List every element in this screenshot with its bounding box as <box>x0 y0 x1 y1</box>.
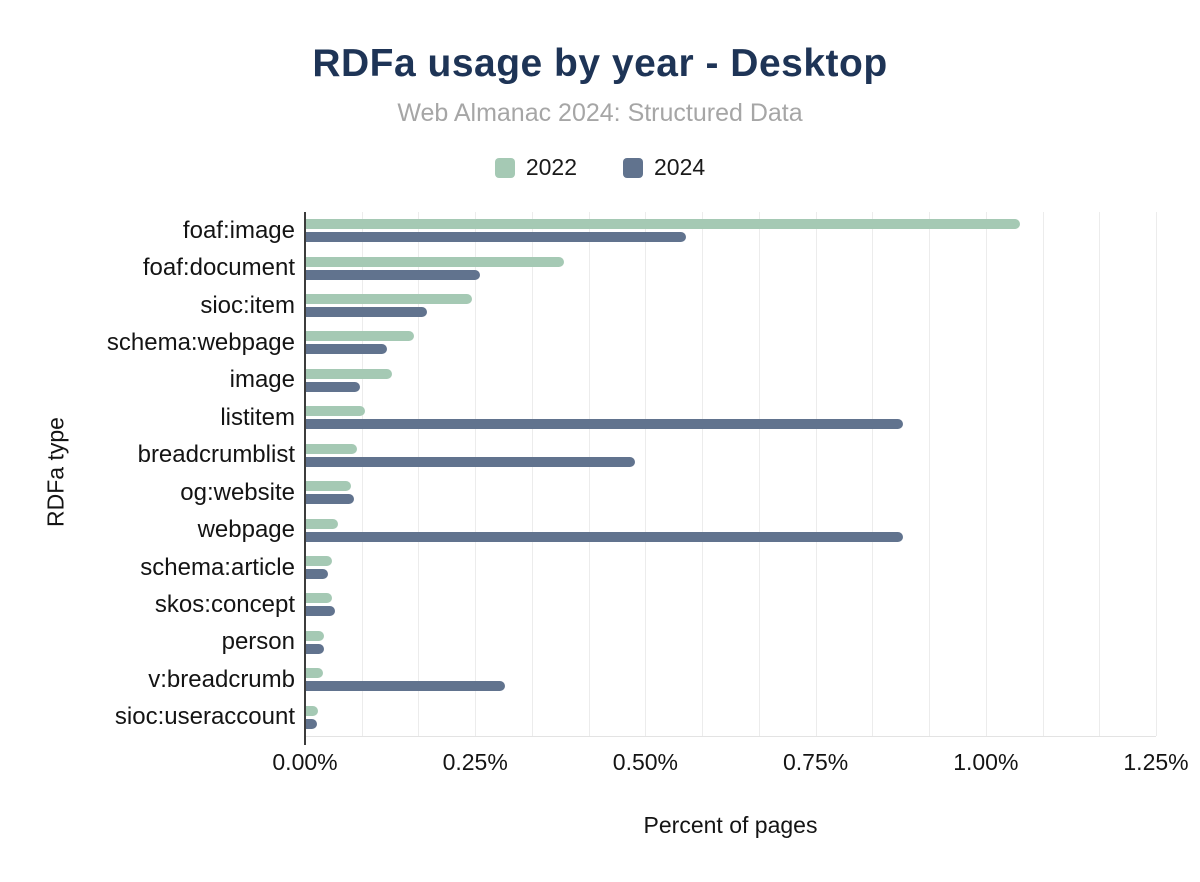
chart-title: RDFa usage by year - Desktop <box>312 42 888 85</box>
gridline <box>1042 212 1044 736</box>
bar-2024-listitem <box>305 419 903 430</box>
y-tick-label: webpage <box>197 516 295 544</box>
bar-2024-sioc-item <box>305 307 427 318</box>
gridline <box>985 212 987 736</box>
legend-item-2024: 2024 <box>623 154 705 181</box>
gridline <box>929 212 931 736</box>
gridline <box>361 212 363 736</box>
gridline <box>758 212 760 736</box>
bar-2024-sioc-useraccount <box>305 718 318 729</box>
y-tick-label: breadcrumblist <box>137 441 295 469</box>
bar-2024-skos-concept <box>305 606 335 617</box>
bar-2024-schema-article <box>305 569 329 579</box>
bar-2022-foaf-image <box>305 219 1020 230</box>
chart-subtitle: Web Almanac 2024: Structured Data <box>397 99 803 127</box>
bar-2024-person <box>305 643 325 654</box>
y-tick-label: v:breadcrumb <box>148 665 295 693</box>
y-tick-label: sioc:item <box>200 291 295 319</box>
x-axis-title: Percent of pages <box>643 812 818 838</box>
legend-item-2022: 2022 <box>494 154 577 181</box>
bar-row-schema-webpage <box>305 324 1156 361</box>
bar-2024-schema-webpage <box>305 344 387 355</box>
y-tick-label: og:website <box>180 478 295 506</box>
bar-2022-sioc-item <box>305 294 472 305</box>
bar-row-og-website <box>305 474 1156 511</box>
gridline <box>475 212 477 736</box>
bar-2024-og-website <box>305 494 355 505</box>
bar-2022-og-website <box>305 481 352 492</box>
y-tick-label: listitem <box>220 403 295 431</box>
bar-2024-foaf-document <box>305 269 480 280</box>
bar-2022-listitem <box>305 406 365 417</box>
bar-row-listitem <box>305 399 1156 436</box>
bar-row-schema-article <box>305 549 1156 586</box>
bar-row-v-breadcrumb <box>305 661 1156 698</box>
x-tick-label: 0.75% <box>782 749 849 775</box>
legend-label-2022: 2022 <box>525 154 577 180</box>
plot-area <box>304 212 1157 745</box>
gridline <box>815 212 817 736</box>
y-tick-label: person <box>221 628 295 656</box>
bar-row-sioc-useraccount <box>305 698 1156 735</box>
bar-row-sioc-item <box>305 287 1156 324</box>
bar-rows <box>305 212 1156 736</box>
x-axis-tick-labels: 0.00% 0.25% 0.50% 0.75% 1.00% 1.25% <box>272 749 1188 781</box>
bar-row-breadcrumblist <box>305 437 1156 474</box>
x-tick-label: 0.50% <box>612 749 678 775</box>
gridline <box>1099 212 1101 736</box>
gridline <box>531 212 533 736</box>
y-tick-label: image <box>229 366 295 394</box>
gridline <box>418 212 420 736</box>
bar-2022-image <box>305 368 393 379</box>
gridlines <box>305 212 1157 736</box>
x-tick-label: 0.00% <box>272 749 338 775</box>
bar-row-foaf-image <box>305 212 1156 249</box>
bar-2022-schema-article <box>305 556 332 566</box>
gridline <box>702 212 704 736</box>
bar-2022-foaf-document <box>305 256 564 267</box>
gridline <box>588 212 590 736</box>
bar-2024-v-breadcrumb <box>305 681 506 692</box>
x-tick-label: 1.25% <box>1123 749 1189 775</box>
y-tick-label: schema:article <box>140 553 295 581</box>
y-axis-labels: foaf:image foaf:document sioc:item schema:w… <box>0 212 295 736</box>
bar-2024-breadcrumblist <box>305 456 636 467</box>
x-tick-label: 0.25% <box>442 749 508 775</box>
bar-2022-person <box>305 630 325 641</box>
y-tick-label: schema:webpage <box>106 328 295 356</box>
gridline <box>1156 212 1157 736</box>
y-axis-line <box>304 212 306 745</box>
bar-row-webpage <box>305 511 1156 548</box>
bar-row-person <box>305 624 1156 661</box>
bar-row-image <box>305 362 1156 399</box>
bar-row-skos-concept <box>305 586 1156 623</box>
gridline <box>872 212 874 736</box>
bar-2022-sioc-useraccount <box>305 705 318 716</box>
y-tick-label: sioc:useraccount <box>114 703 295 731</box>
bar-2022-skos-concept <box>305 593 333 604</box>
bar-2022-schema-webpage <box>305 331 414 342</box>
bar-row-foaf-document <box>305 249 1156 286</box>
x-tick-label: 1.00% <box>953 749 1019 775</box>
bar-2024-foaf-image <box>305 232 687 243</box>
legend-label-2024: 2024 <box>654 154 706 180</box>
bar-2024-webpage <box>305 531 903 542</box>
bar-2024-image <box>305 381 361 392</box>
legend-swatch-2024-icon <box>623 157 643 178</box>
bar-2022-webpage <box>305 518 338 529</box>
bar-2022-v-breadcrumb <box>305 668 324 679</box>
y-tick-label: foaf:image <box>182 216 295 244</box>
legend: 2022 2024 <box>0 154 1200 181</box>
y-tick-label: skos:concept <box>154 590 295 618</box>
gridline <box>645 212 647 736</box>
bar-2022-breadcrumblist <box>305 443 358 454</box>
y-tick-label: foaf:document <box>142 254 295 282</box>
legend-swatch-2022-icon <box>494 157 515 178</box>
